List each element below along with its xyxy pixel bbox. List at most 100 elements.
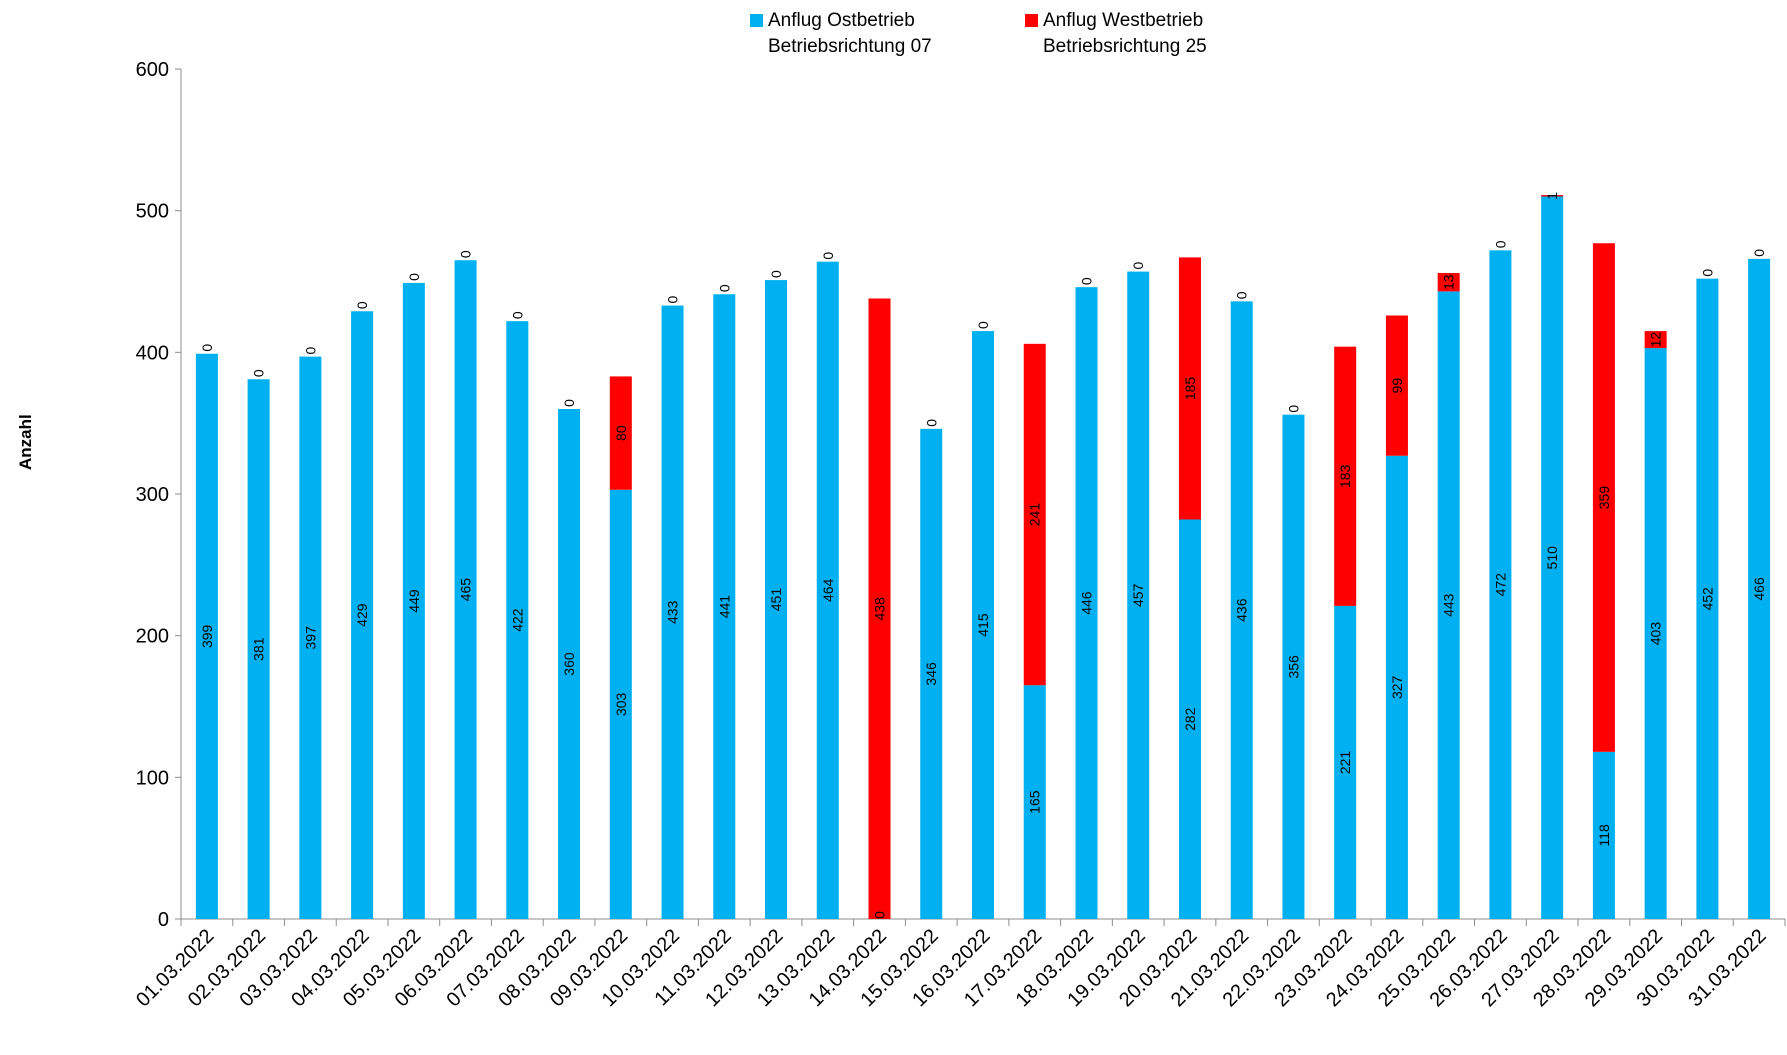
data-label-west: 359 — [1596, 486, 1612, 510]
data-label-ost: 457 — [1130, 583, 1146, 607]
bar-west — [609, 376, 632, 490]
bar-ost — [1696, 278, 1719, 920]
data-label-ost: 446 — [1078, 591, 1094, 615]
bar-ost — [1230, 301, 1253, 919]
bar-ost — [558, 409, 581, 919]
bar-west — [1437, 273, 1460, 292]
data-label-west: 1 — [1544, 192, 1560, 200]
data-label-west: 0 — [665, 295, 681, 303]
legend-west: Anflug Westbetrieb Betriebsrichtung 25 — [1025, 8, 1207, 60]
bar-ost — [1334, 605, 1357, 919]
bar-ost — [195, 353, 218, 919]
bar-ost — [1385, 455, 1408, 919]
data-label-west: 0 — [1078, 277, 1094, 285]
data-label-ost: 464 — [820, 578, 836, 602]
data-label-west: 0 — [509, 311, 525, 319]
bar-ost — [1541, 196, 1564, 919]
bar-ost — [1644, 348, 1667, 919]
bar-ost — [661, 305, 684, 919]
legend-label-west-2: Betriebsrichtung 25 — [1043, 36, 1207, 57]
data-label-ost: 465 — [458, 578, 474, 602]
data-label-west: 0 — [561, 399, 577, 407]
data-label-ost: 221 — [1337, 751, 1353, 775]
data-label-ost: 399 — [199, 624, 215, 648]
y-axis-label: Anzahl — [16, 414, 35, 470]
data-label-ost: 472 — [1492, 573, 1508, 597]
y-tick-label: 300 — [136, 484, 169, 506]
data-label-west: 0 — [458, 250, 474, 258]
data-label-ost: 0 — [872, 911, 888, 919]
bar-ost — [402, 282, 425, 920]
data-label-west: 13 — [1441, 274, 1457, 290]
data-label-west: 0 — [354, 301, 370, 309]
y-tick-label: 500 — [136, 201, 169, 223]
bar-ost — [1023, 685, 1046, 919]
bar-ost — [1592, 751, 1615, 919]
data-label-ost: 397 — [302, 626, 318, 650]
bar-west — [1592, 243, 1615, 752]
data-label-west: 183 — [1337, 464, 1353, 488]
data-label-west: 0 — [406, 273, 422, 281]
data-label-west: 0 — [1751, 249, 1767, 257]
bar-ost — [1489, 250, 1512, 920]
y-tick-label: 100 — [136, 767, 169, 789]
data-label-ost: 429 — [354, 603, 370, 627]
bar-ost — [713, 294, 736, 919]
bar-ost — [247, 379, 270, 919]
data-label-west: 80 — [613, 425, 629, 441]
bar-ost — [351, 311, 374, 919]
data-label-west: 0 — [768, 270, 784, 278]
data-label-ost: 403 — [1648, 622, 1664, 646]
bar-ost — [1437, 291, 1460, 920]
bars: 399 0 381 0 397 0 429 0 449 0 465 0 422 0 360 0 303 80 433… — [195, 192, 1771, 920]
bar-ost — [972, 331, 994, 919]
data-label-ost: 452 — [1699, 587, 1715, 611]
data-label-west: 0 — [251, 369, 267, 377]
bar-west — [1385, 315, 1408, 456]
y-tick-label: 400 — [136, 342, 169, 364]
y-tick-label: 0 — [158, 909, 169, 931]
bar-ost — [816, 261, 839, 920]
bar-west — [1334, 346, 1357, 606]
data-label-west: 438 — [872, 597, 888, 621]
data-label-ost: 443 — [1441, 593, 1457, 617]
data-label-ost: 282 — [1182, 707, 1198, 731]
data-label-west: 0 — [975, 321, 991, 329]
data-label-ost: 327 — [1389, 675, 1405, 699]
bar-ost — [609, 489, 632, 919]
bar-ost — [1127, 271, 1150, 919]
bar-west — [1541, 195, 1564, 197]
bar-ost — [765, 280, 788, 919]
data-label-ost: 422 — [509, 608, 525, 632]
data-label-ost: 436 — [1234, 598, 1250, 622]
data-label-west: 0 — [1130, 261, 1146, 269]
y-tick-label: 600 — [136, 59, 169, 81]
data-label-ost: 346 — [923, 662, 939, 686]
legend-ost: Anflug Ostbetrieb Betriebsrichtung 07 — [750, 8, 932, 60]
data-label-ost: 356 — [1285, 655, 1301, 679]
bar-west — [1178, 257, 1201, 520]
data-label-ost: 360 — [561, 652, 577, 676]
data-label-west: 0 — [302, 346, 318, 354]
y-tick-label: 200 — [136, 626, 169, 648]
legend-label-ost-2: Betriebsrichtung 07 — [768, 36, 932, 57]
bar-ost — [506, 321, 529, 920]
legend-swatch-west — [1025, 14, 1038, 27]
data-label-ost: 433 — [665, 600, 681, 624]
bar-west — [1644, 331, 1667, 349]
bar-ost — [454, 260, 477, 919]
data-label-west: 185 — [1182, 377, 1198, 401]
data-label-ost: 510 — [1544, 546, 1560, 570]
data-label-west: 241 — [1027, 503, 1043, 527]
data-label-west: 12 — [1648, 332, 1664, 348]
data-label-ost: 381 — [251, 637, 267, 661]
data-label-west: 0 — [1285, 405, 1301, 413]
data-label-ost: 466 — [1751, 577, 1767, 601]
data-label-ost: 441 — [716, 595, 732, 619]
data-label-west: 0 — [820, 252, 836, 260]
data-label-west: 0 — [1492, 240, 1508, 248]
data-label-ost: 415 — [975, 613, 991, 637]
bar-ost — [920, 428, 943, 919]
